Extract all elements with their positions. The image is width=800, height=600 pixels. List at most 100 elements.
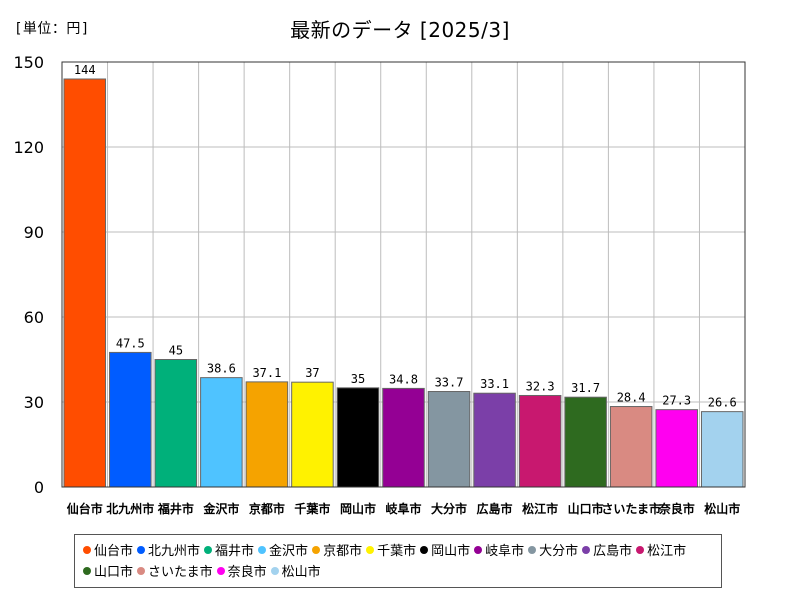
legend-item: さいたま市 <box>137 560 213 581</box>
x-tick-label: 千葉市 <box>294 501 330 516</box>
bar-value-label: 37 <box>305 366 319 380</box>
legend-items: 仙台市 北九州市 福井市 金沢市 京都市 千葉市 岡山市 岐阜市 大分市 広島市 松江市山口市 さいた… <box>83 539 721 581</box>
bar-value-label: 35 <box>351 372 365 386</box>
bar-value-label: 38.6 <box>207 362 236 376</box>
x-tick-label: 岡山市 <box>340 501 376 516</box>
legend-label: 松江市 <box>647 544 687 559</box>
legend-item: 岡山市 <box>420 539 470 560</box>
legend-item: 奈良市 <box>216 560 267 581</box>
bar-value-label: 45 <box>169 344 183 358</box>
legend-swatch <box>474 545 483 554</box>
bar-value-label: 144 <box>74 63 96 77</box>
y-tick-label: 60 <box>24 308 44 327</box>
legend-item: 福井市 <box>204 539 254 560</box>
legend-label: 福井市 <box>215 544 255 559</box>
legend-label: 仙台市 <box>94 544 134 559</box>
bar-10 <box>473 392 516 488</box>
legend-item: 千葉市 <box>366 539 416 560</box>
legend-label: 山口市 <box>94 565 134 580</box>
legend-swatch <box>83 566 91 575</box>
x-tick-label: 福井市 <box>157 501 194 516</box>
legend-swatch <box>137 566 146 575</box>
bar-5 <box>245 381 289 488</box>
plot-frame <box>61 61 746 488</box>
x-tick-label: 岐阜市 <box>385 501 421 516</box>
bar-15 <box>700 411 744 488</box>
legend-label: 奈良市 <box>227 565 267 580</box>
legend-label: 大分市 <box>539 544 579 559</box>
legend-swatch <box>420 545 429 554</box>
bar-value-label: 33.7 <box>435 376 464 390</box>
bar-value-label: 34.8 <box>389 372 418 386</box>
bar-chart: 0 30 60 90 120 150 144 仙台市 47.5 北九州市 45 福井市 38.6 金沢市 3… <box>13 53 746 516</box>
bar-12 <box>564 396 607 488</box>
legend-swatch <box>216 566 225 575</box>
bar-6 <box>291 381 334 488</box>
legend-label: 松山市 <box>281 565 321 580</box>
legend-swatch <box>636 545 645 554</box>
unit-label: [単位：円] <box>14 21 90 37</box>
legend-swatch <box>137 545 146 554</box>
y-tick-label: 150 <box>13 53 44 72</box>
legend-label: 広島市 <box>593 544 633 559</box>
legend-item: 仙台市 <box>83 539 133 560</box>
bar-value-label: 33.1 <box>480 377 509 391</box>
legend-item: 広島市 <box>582 539 632 560</box>
legend-label: さいたま市 <box>148 565 213 580</box>
x-tick-label: 山口市 <box>568 501 604 516</box>
bar-13 <box>609 406 653 488</box>
legend-swatch <box>528 545 537 554</box>
bar-value-label: 32.3 <box>526 379 555 393</box>
bar-9 <box>427 391 471 488</box>
legend-item: 金沢市 <box>258 539 308 560</box>
y-tick-label: 120 <box>13 138 44 157</box>
bar-1 <box>63 78 107 488</box>
x-tick-label: 大分市 <box>431 501 467 516</box>
bar-4 <box>200 377 243 488</box>
bar-value-label: 28.4 <box>617 391 646 405</box>
x-tick-label: 京都市 <box>249 501 285 516</box>
legend-swatch <box>258 545 267 554</box>
legend-item: 岐阜市 <box>474 539 524 560</box>
y-tick-label: 90 <box>24 223 44 242</box>
x-tick-label: 仙台市 <box>67 501 103 516</box>
legend: 仙台市 北九州市 福井市 金沢市 京都市 千葉市 岡山市 岐阜市 大分市 広島市 松江市山口市 さいた… <box>74 534 722 588</box>
bar-8 <box>382 387 425 488</box>
legend-item: 松山市 <box>270 560 321 581</box>
x-tick-label: 北九州市 <box>106 501 154 516</box>
x-tick-label: 松山市 <box>704 501 740 516</box>
legend-swatch <box>312 545 321 554</box>
bar-value-label: 27.3 <box>662 394 691 408</box>
bar-7 <box>336 387 380 488</box>
legend-swatch <box>204 545 213 554</box>
legend-item: 大分市 <box>528 539 578 560</box>
bar-value-label: 31.7 <box>571 381 600 395</box>
bar-2 <box>109 351 152 488</box>
legend-swatch <box>366 545 375 554</box>
bar-value-label: 37.1 <box>252 366 281 380</box>
x-tick-label: 松江市 <box>522 501 558 516</box>
legend-label: 岡山市 <box>431 544 471 559</box>
legend-item: 松江市 <box>636 539 686 560</box>
bar-value-label: 47.5 <box>116 336 145 350</box>
x-tick-label: 広島市 <box>477 501 513 516</box>
x-tick-label: 金沢市 <box>202 501 239 516</box>
bar-value-label: 26.6 <box>708 396 737 410</box>
legend-item: 山口市 <box>83 560 133 581</box>
chart-title: 最新のデータ [2025/3] <box>290 18 510 42</box>
legend-item: 北九州市 <box>137 539 200 560</box>
y-tick-label: 30 <box>24 393 44 412</box>
legend-item: 京都市 <box>312 539 362 560</box>
x-tick-label: さいたま市 <box>601 501 661 516</box>
legend-label: 金沢市 <box>269 544 309 559</box>
legend-swatch <box>83 545 91 554</box>
legend-label: 北九州市 <box>148 544 201 559</box>
x-tick-label: 奈良市 <box>658 501 695 516</box>
legend-swatch <box>270 566 279 575</box>
y-tick-label: 0 <box>34 478 44 497</box>
legend-label: 岐阜市 <box>485 544 525 559</box>
bar-11 <box>518 394 562 488</box>
bar-14 <box>655 409 698 488</box>
bar-3 <box>154 359 198 488</box>
